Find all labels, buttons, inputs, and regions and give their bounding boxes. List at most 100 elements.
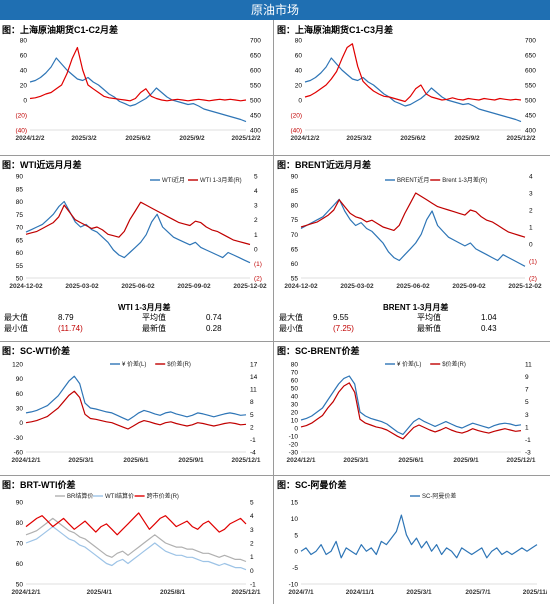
chart-sc-c1c2: 806040200(20)(40)70065060055050045040020… xyxy=(15,38,261,143)
panel-title-sc-c1c3: 图：上海原油期货C1-C3月差 xyxy=(277,25,394,35)
x-tick-label: 2025/12/1 xyxy=(507,457,536,464)
y-right-tick-label: 9 xyxy=(525,374,529,381)
legend-label: $价差(R) xyxy=(167,360,191,368)
y-left-tick-label: 0 xyxy=(294,426,298,433)
y-left-tick-label: 90 xyxy=(16,500,24,507)
y-right-tick-label: (2) xyxy=(254,276,262,283)
y-left-tick-label: 85 xyxy=(16,186,24,193)
x-tick-label: 2025/8/1 xyxy=(160,589,186,596)
y-right-tick-label: 450 xyxy=(525,113,536,120)
legend-label: $价差(R) xyxy=(442,360,466,368)
y-left-tick-label: 15 xyxy=(291,500,299,507)
y-right-tick-label: 400 xyxy=(250,128,261,135)
y-right-tick-label: 3 xyxy=(525,412,529,419)
series-line xyxy=(25,200,251,264)
banner-title: 原油市场 xyxy=(0,0,550,20)
series-line xyxy=(29,57,247,123)
legend-label: WTI 1-3月差(R) xyxy=(200,176,242,184)
y-right-tick-label: 3 xyxy=(529,191,533,198)
y-left-tick-label: 60 xyxy=(291,378,299,385)
y-right-tick-label: -1 xyxy=(525,437,531,444)
y-left-tick-label: 75 xyxy=(16,212,24,219)
chart-brent-spread: 90 85 80 75 70 65 60 55 4 3 2 1 0 (1) (2) 2024-12-02 202… xyxy=(284,174,542,291)
x-tick-label: 2025/6/1 xyxy=(398,457,424,464)
y-right-tick-label: 1 xyxy=(529,225,533,232)
y-left-tick-label: 60 xyxy=(16,250,24,257)
y-right-tick-label: 11 xyxy=(250,387,257,394)
y-left-tick-label: 80 xyxy=(295,38,303,45)
separator xyxy=(0,341,550,342)
separator xyxy=(273,20,274,604)
y-right-tick-label: 1 xyxy=(250,554,254,561)
x-tick-label: 2025/6/1 xyxy=(123,457,149,464)
legend-label: Brent 1-3月差(R) xyxy=(442,176,487,184)
y-right-tick-label: 1 xyxy=(525,424,529,431)
x-tick-label: 2025/7/1 xyxy=(465,589,491,596)
stat-value: (7.25) xyxy=(333,324,354,333)
y-left-tick-label: 80 xyxy=(291,362,299,369)
y-right-tick-label: 0 xyxy=(529,242,533,249)
stat-label: 平均值 xyxy=(142,313,166,322)
stat-label: 最小值 xyxy=(4,324,28,333)
y-left-tick-label: 60 xyxy=(20,53,28,60)
series-line xyxy=(300,192,526,238)
stat-value: 8.79 xyxy=(58,313,74,322)
series-line xyxy=(300,514,538,559)
y-left-tick-label: -10 xyxy=(289,582,299,589)
legend-label: WTI结算价 xyxy=(105,492,134,500)
y-left-tick-label: 90 xyxy=(16,174,24,181)
y-right-tick-label: 0 xyxy=(250,568,254,575)
stat-value: 0.74 xyxy=(206,313,222,322)
y-left-tick-label: 60 xyxy=(16,561,24,568)
x-tick-label: 2025/9/2 xyxy=(179,135,205,142)
y-left-tick-label: -30 xyxy=(289,450,299,457)
x-tick-label: 2025/9/2 xyxy=(454,135,480,142)
y-left-tick-label: -30 xyxy=(14,435,24,442)
y-left-tick-label: 20 xyxy=(291,410,299,417)
stat-label: 最大值 xyxy=(279,313,303,322)
y-right-tick-label: 600 xyxy=(525,68,536,75)
x-tick-label: 2025/9/1 xyxy=(453,457,479,464)
y-right-tick-label: 11 xyxy=(525,362,532,369)
x-tick-label: 2025-09-02 xyxy=(177,283,211,290)
y-right-tick-label: -4 xyxy=(250,450,256,457)
series-line xyxy=(304,43,522,103)
x-tick-label: 2025-06-02 xyxy=(121,283,155,290)
y-left-tick-label: 70 xyxy=(291,232,299,239)
x-tick-label: 2024/12/2 xyxy=(291,135,320,142)
x-tick-label: 2025/3/1 xyxy=(68,457,94,464)
x-tick-label: 2025/6/2 xyxy=(125,135,151,142)
y-left-tick-label: 10 xyxy=(291,418,299,425)
chart-wti-spread: 90 85 80 75 70 65 60 55 50 5 4 3 2 1 0 (1) (2) 2024-12-02… xyxy=(9,174,267,291)
y-right-tick-label: -1 xyxy=(250,437,256,444)
x-tick-label: 2024/7/1 xyxy=(288,589,314,596)
stat-label: 最大值 xyxy=(4,313,28,322)
legend-label: BRENT近月 xyxy=(397,176,429,184)
stat-label: 平均值 xyxy=(417,313,441,322)
x-tick-label: 2025/3/1 xyxy=(343,457,369,464)
y-left-tick-label: 40 xyxy=(295,68,303,75)
y-right-tick-label: 400 xyxy=(525,128,536,135)
y-right-tick-label: 5 xyxy=(250,500,254,507)
y-left-tick-label: (20) xyxy=(15,113,27,120)
x-tick-label: 2025/4/1 xyxy=(87,589,113,596)
y-left-tick-label: 90 xyxy=(291,174,299,181)
y-left-tick-label: 40 xyxy=(20,68,28,75)
y-left-tick-label: 75 xyxy=(291,217,299,224)
x-tick-label: 2025/3/2 xyxy=(346,135,372,142)
panel-title-sc-wti: 图：SC-WTI价差 xyxy=(2,346,70,356)
y-left-tick-label: (40) xyxy=(290,128,302,135)
series-line xyxy=(25,390,247,430)
legend-label: 跨市价差(R) xyxy=(147,492,179,500)
panel-title-sc-brent: 图：SC-BRENT价差 xyxy=(277,346,360,356)
y-right-tick-label: -3 xyxy=(525,450,531,457)
y-left-tick-label: 60 xyxy=(295,53,303,60)
series-line xyxy=(25,525,247,571)
x-tick-label: 2025/12/1 xyxy=(232,457,261,464)
x-tick-label: 2025/12/1 xyxy=(232,589,261,596)
y-right-tick-label: (2) xyxy=(529,276,537,283)
y-left-tick-label: 60 xyxy=(291,261,299,268)
y-left-tick-label: 70 xyxy=(16,225,24,232)
x-tick-label: 2025-09-02 xyxy=(452,283,486,290)
